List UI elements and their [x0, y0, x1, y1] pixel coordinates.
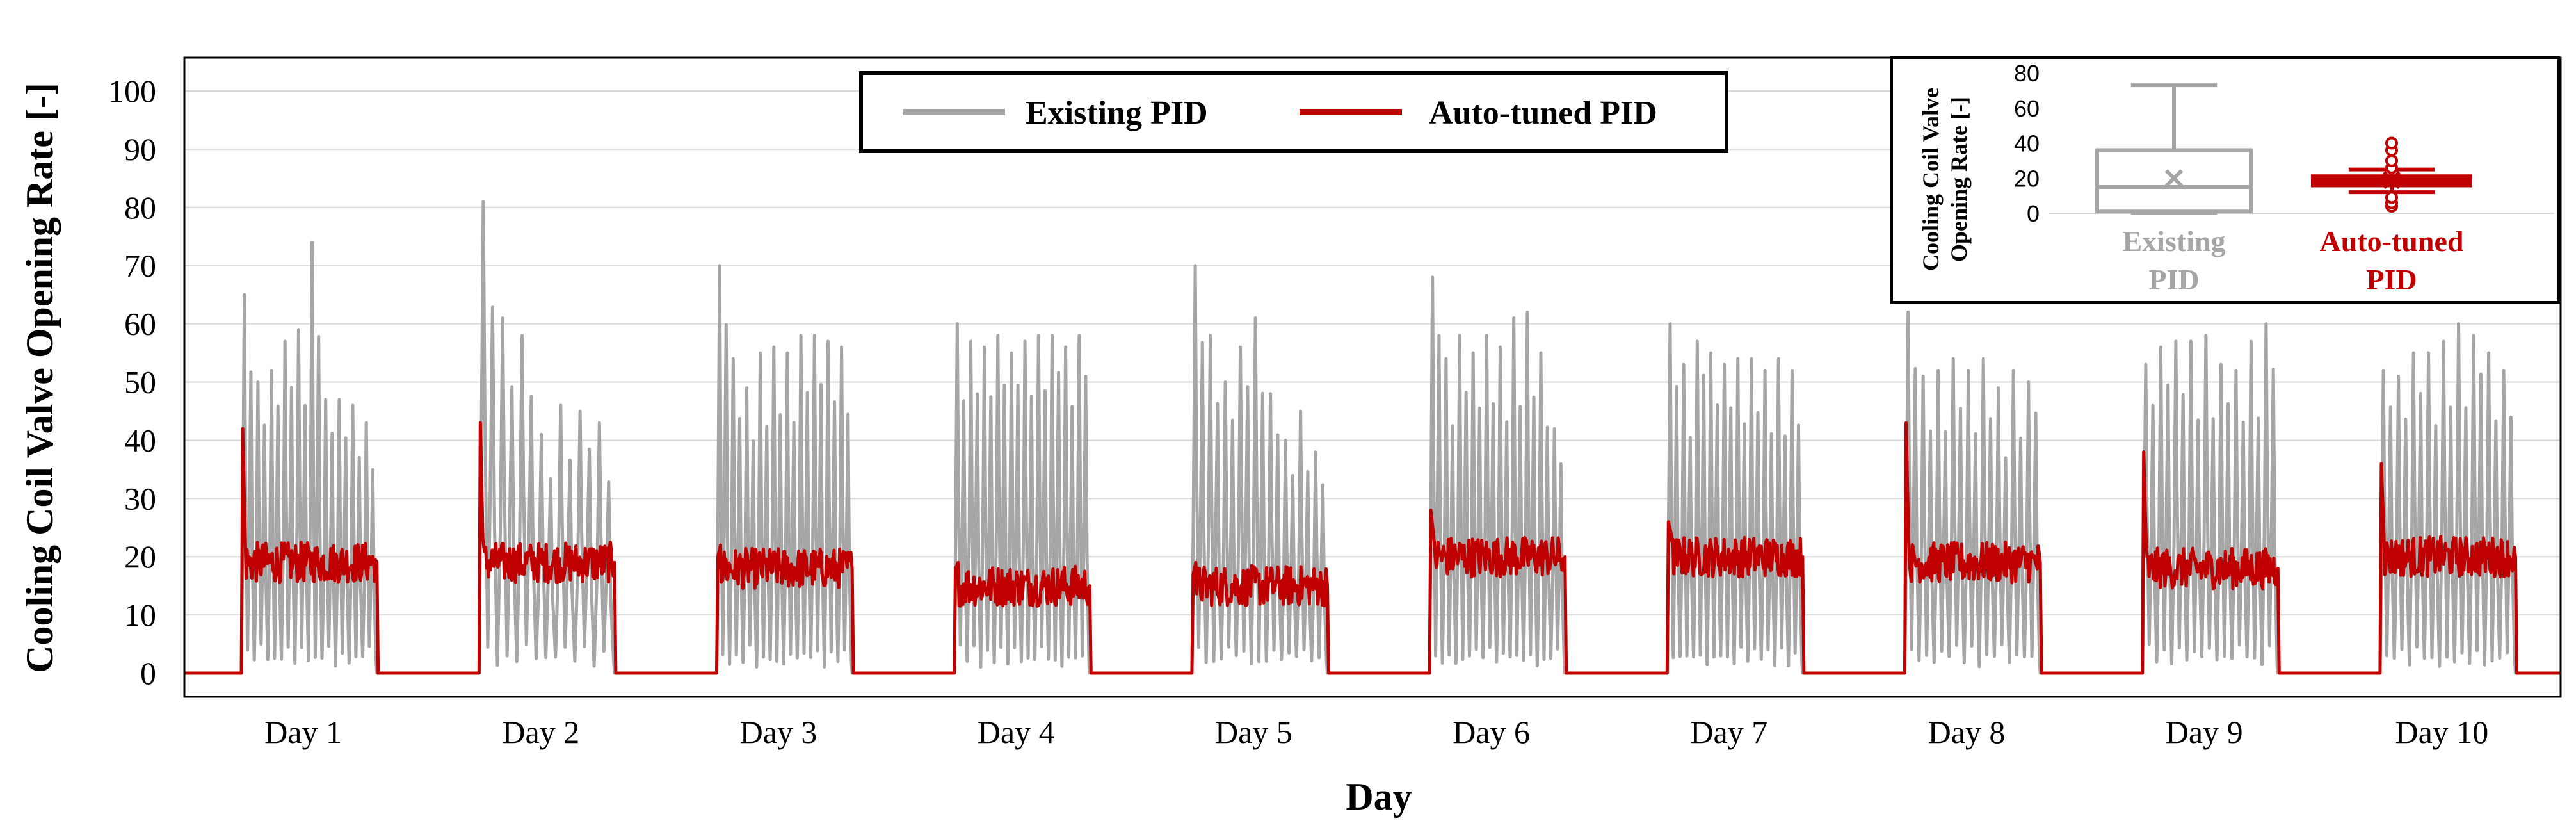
legend-box [859, 71, 1728, 153]
inset-mean-marker-existing [2164, 169, 2184, 188]
y-tick-0: 0 [140, 655, 156, 691]
x-tick-day-10: Day 10 [2395, 714, 2488, 750]
inset-y-tick-0: 0 [2027, 200, 2040, 227]
y-tick-90: 90 [124, 131, 156, 167]
y-tick-labels: 0 10 20 30 40 50 60 70 80 90 100 [108, 73, 156, 691]
line-auto-tuned-pid [184, 421, 2561, 675]
y-tick-70: 70 [124, 248, 156, 284]
x-tick-day-3: Day 3 [740, 714, 817, 750]
inset-category-auto-line2: PID [2366, 263, 2417, 296]
y-tick-10: 10 [124, 597, 156, 633]
legend-label-auto: Auto-tuned PID [1429, 95, 1657, 131]
inset-boxes [2095, 83, 2472, 215]
inset-y-tick-80: 80 [2014, 60, 2040, 86]
inset-category-auto-line1: Auto-tuned [2320, 225, 2464, 257]
inset-y-tick-60: 60 [2014, 95, 2040, 122]
y-tick-60: 60 [124, 306, 156, 342]
series-auto-tuned-pid [184, 421, 2561, 675]
y-tick-80: 80 [124, 190, 156, 225]
y-tick-20: 20 [124, 539, 156, 574]
inset-outlier-auto-6 [2385, 136, 2398, 150]
inset-category-existing-line2: PID [2148, 263, 2199, 296]
inset-y-axis-title-line2: Opening Rate [-] [1946, 97, 1972, 262]
inset-category-existing-line1: Existing [2122, 225, 2225, 257]
x-tick-day-1: Day 1 [264, 714, 342, 750]
inset-outlier-auto-4 [2385, 154, 2398, 167]
inset-y-tick-40: 40 [2014, 131, 2040, 157]
inset-mean-marker-auto [2382, 170, 2401, 190]
y-tick-100: 100 [108, 73, 156, 109]
inset-y-tick-20: 20 [2014, 165, 2040, 191]
x-tick-day-7: Day 7 [1690, 714, 1767, 750]
x-tick-day-5: Day 5 [1215, 714, 1292, 750]
y-tick-50: 50 [124, 364, 156, 400]
y-tick-40: 40 [124, 422, 156, 458]
inset-y-tick-labels: 0 20 40 60 80 [2014, 60, 2554, 227]
legend: Existing PID Auto-tuned PID [859, 71, 1728, 153]
x-tick-day-8: Day 8 [1928, 714, 2006, 750]
x-tick-labels: Day 1 Day 2 Day 3 Day 4 Day 5 Day 6 Day 7 Day 8… [264, 714, 2488, 750]
x-tick-day-9: Day 9 [2166, 714, 2243, 750]
x-tick-day-2: Day 2 [502, 714, 579, 750]
y-tick-30: 30 [124, 480, 156, 516]
plot-frame [183, 56, 2562, 698]
x-tick-day-4: Day 4 [978, 714, 1055, 750]
inset-outlier-auto-2 [2385, 191, 2398, 204]
inset-y-axis-title-line1: Cooling Coil Valve [1918, 88, 1944, 271]
x-axis-title: Day [1346, 776, 1412, 818]
legend-label-existing: Existing PID [1026, 95, 1208, 131]
inset-boxplot: Cooling Coil Valve Opening Rate [-] 0 20 4… [1890, 56, 2560, 304]
y-axis-title: Cooling Coil Valve Opening Rate [-] [19, 83, 61, 673]
x-tick-day-6: Day 6 [1453, 714, 1530, 750]
